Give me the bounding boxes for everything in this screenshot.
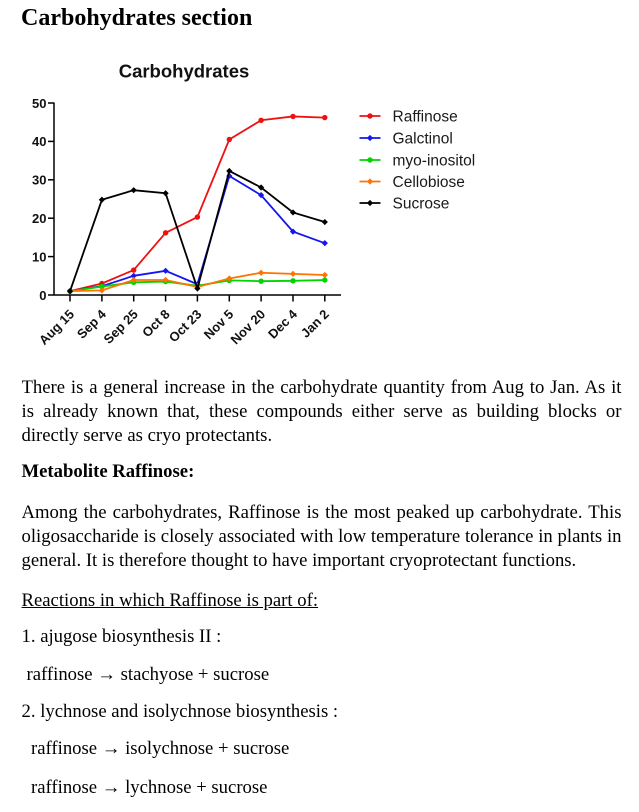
- svg-text:10: 10: [32, 249, 46, 264]
- svg-text:50: 50: [32, 96, 46, 111]
- svg-text:0: 0: [39, 288, 46, 303]
- svg-text:Sucrose: Sucrose: [393, 196, 450, 213]
- svg-text:20: 20: [32, 211, 46, 226]
- svg-text:Carbohydrates: Carbohydrates: [119, 61, 250, 82]
- svg-text:Dec 4: Dec 4: [265, 306, 301, 342]
- svg-text:40: 40: [32, 134, 46, 149]
- svg-text:Jan 2: Jan 2: [298, 307, 332, 341]
- svg-text:Galctinol: Galctinol: [393, 131, 453, 148]
- svg-text:Cellobiose: Cellobiose: [393, 174, 465, 191]
- svg-text:Oct 23: Oct 23: [166, 307, 205, 346]
- svg-text:Aug 15: Aug 15: [36, 307, 77, 348]
- svg-text:Raffinose: Raffinose: [393, 109, 458, 126]
- svg-text:myo-inositol: myo-inositol: [393, 153, 476, 170]
- svg-text:Sep 25: Sep 25: [101, 307, 141, 347]
- svg-text:Nov 20: Nov 20: [227, 307, 268, 348]
- svg-text:30: 30: [32, 173, 46, 188]
